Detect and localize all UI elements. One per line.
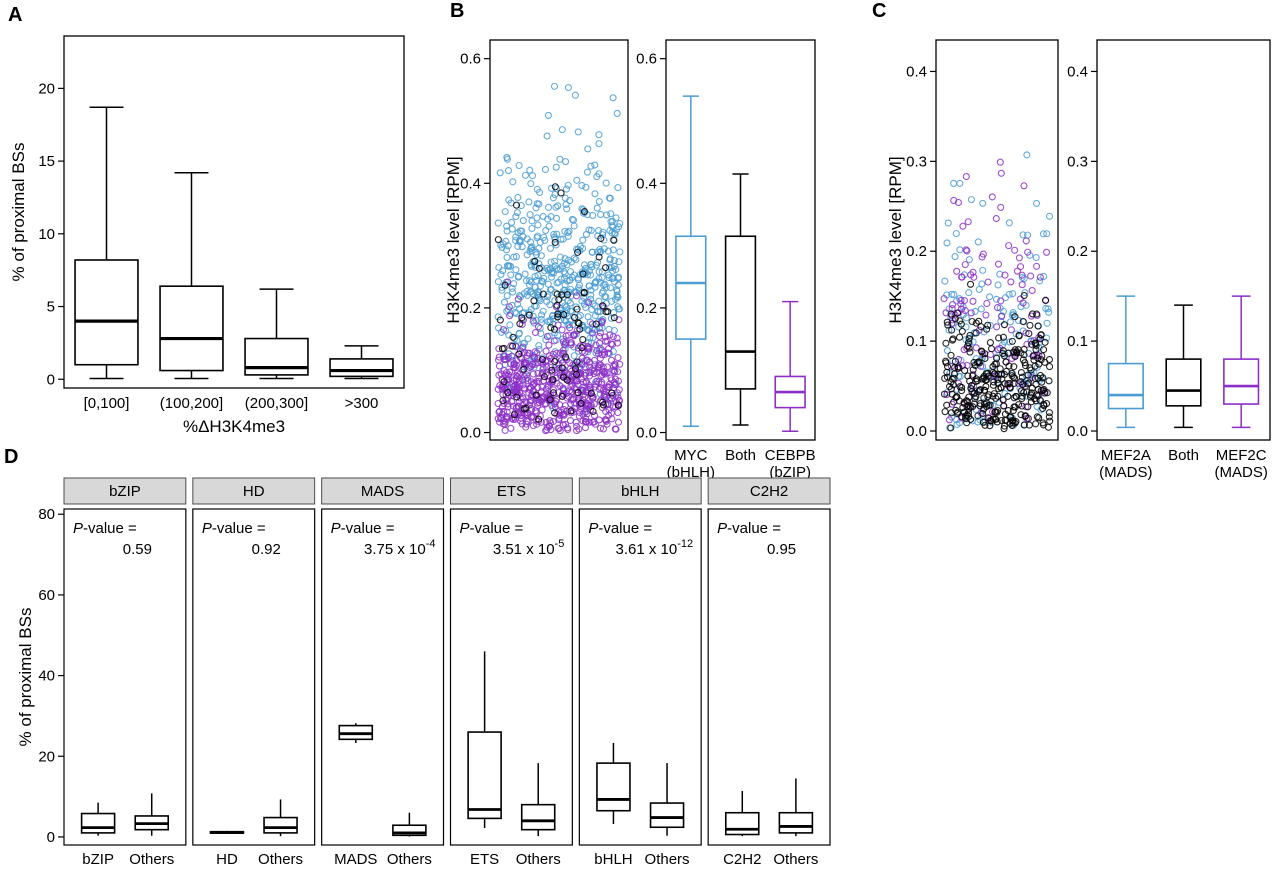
svg-text:0.2: 0.2 xyxy=(1067,243,1088,260)
svg-text:0.3: 0.3 xyxy=(906,153,927,170)
svg-text:40: 40 xyxy=(38,668,55,685)
svg-text:ETS: ETS xyxy=(497,483,526,500)
svg-text:3.61 x 10-12: 3.61 x 10-12 xyxy=(616,538,694,558)
svg-text:3.75 x 10-4: 3.75 x 10-4 xyxy=(364,538,436,558)
svg-text:60: 60 xyxy=(38,587,55,604)
svg-text:bHLH: bHLH xyxy=(594,851,632,868)
panel-c-label: C xyxy=(872,0,887,22)
svg-text:P-value =: P-value = xyxy=(331,520,395,537)
svg-text:80: 80 xyxy=(38,506,55,523)
svg-text:% of proximal BSs: % of proximal BSs xyxy=(16,608,35,747)
svg-text:bZIP: bZIP xyxy=(109,483,141,500)
svg-text:(bHLH): (bHLH) xyxy=(667,464,715,481)
svg-text:0.2: 0.2 xyxy=(460,300,481,317)
svg-text:0.0: 0.0 xyxy=(460,425,481,442)
svg-text:0.0: 0.0 xyxy=(1067,423,1088,440)
svg-text:Others: Others xyxy=(258,851,303,868)
svg-text:0.0: 0.0 xyxy=(906,423,927,440)
svg-text:Others: Others xyxy=(773,851,818,868)
svg-text:H3K4me3 level [RPM]: H3K4me3 level [RPM] xyxy=(444,156,463,323)
svg-text:P-value =: P-value = xyxy=(73,520,137,537)
svg-text:HD: HD xyxy=(216,851,238,868)
panel-b-jitter-chart: 0.0 0.2 0.4 0.6 H3K4me3 level [RPM] xyxy=(444,39,629,442)
svg-text:0.0: 0.0 xyxy=(636,425,657,442)
svg-text:0.95: 0.95 xyxy=(767,541,796,558)
svg-text:MEF2A: MEF2A xyxy=(1101,447,1151,464)
svg-text:ETS: ETS xyxy=(470,851,499,868)
svg-text:0.6: 0.6 xyxy=(460,51,481,68)
panel-b-label: B xyxy=(450,0,465,22)
svg-text:MEF2C: MEF2C xyxy=(1216,447,1267,464)
svg-text:(100,200]: (100,200] xyxy=(160,395,223,412)
svg-text:Others: Others xyxy=(129,851,174,868)
svg-text:0.1: 0.1 xyxy=(1067,333,1088,350)
svg-text:MADS: MADS xyxy=(361,483,404,500)
svg-text:bHLH: bHLH xyxy=(621,483,659,500)
svg-text:5: 5 xyxy=(47,299,55,316)
svg-text:%ΔH3K4me3: %ΔH3K4me3 xyxy=(183,417,285,436)
svg-text:(MADS): (MADS) xyxy=(1215,464,1268,481)
svg-text:15: 15 xyxy=(38,153,55,170)
svg-text:Both: Both xyxy=(725,447,756,464)
svg-text:0.4: 0.4 xyxy=(1067,63,1088,80)
svg-text:0.6: 0.6 xyxy=(636,51,657,68)
svg-text:0: 0 xyxy=(47,829,55,846)
panel-c-jitter-chart: 0.0 0.1 0.2 0.3 0.4 H3K4me3 level [RPM] xyxy=(886,39,1059,441)
svg-text:10: 10 xyxy=(38,226,55,243)
svg-text:bZIP: bZIP xyxy=(82,851,114,868)
svg-text:(bZIP): (bZIP) xyxy=(769,464,811,481)
svg-text:20: 20 xyxy=(38,80,55,97)
svg-text:C2H2: C2H2 xyxy=(750,483,788,500)
svg-text:P-value =: P-value = xyxy=(588,520,652,537)
svg-text:[0,100]: [0,100] xyxy=(84,395,130,412)
svg-text:0.4: 0.4 xyxy=(906,63,927,80)
panel-b-boxplot-chart: 0.0 0.2 0.4 0.6 MYC(bHLH) Both CEBPB(bZIP) xyxy=(636,39,816,481)
svg-text:Both: Both xyxy=(1168,447,1199,464)
svg-text:0.1: 0.1 xyxy=(906,333,927,350)
panel-d-facet-chart: % of proximal BSs bZIP 0 20 40 60 80 P-value = 0… xyxy=(16,477,831,868)
svg-text:(MADS): (MADS) xyxy=(1099,464,1152,481)
svg-text:Others: Others xyxy=(516,851,561,868)
svg-text:0.59: 0.59 xyxy=(123,541,152,558)
svg-text:0.3: 0.3 xyxy=(1067,153,1088,170)
svg-text:H3K4me3 level [RPM]: H3K4me3 level [RPM] xyxy=(886,156,905,323)
svg-text:0.92: 0.92 xyxy=(252,541,281,558)
svg-text:3.51 x 10-5: 3.51 x 10-5 xyxy=(493,538,565,558)
svg-text:(200,300]: (200,300] xyxy=(245,395,308,412)
svg-text:Others: Others xyxy=(387,851,432,868)
svg-text:P-value =: P-value = xyxy=(717,520,781,537)
panel-a-boxplot-chart: 0 5 10 15 20 % of proximal BSs [0,100] (100,200… xyxy=(9,35,405,436)
panel-d-label: D xyxy=(4,446,19,468)
panel-a-label: A xyxy=(8,4,23,26)
svg-text:C2H2: C2H2 xyxy=(723,851,761,868)
svg-text:MYC: MYC xyxy=(674,447,708,464)
svg-text:Others: Others xyxy=(645,851,690,868)
svg-text:MADS: MADS xyxy=(334,851,377,868)
svg-text:HD: HD xyxy=(243,483,265,500)
svg-text:% of proximal BSs: % of proximal BSs xyxy=(9,143,28,282)
svg-text:0.2: 0.2 xyxy=(636,300,657,317)
svg-text:0.4: 0.4 xyxy=(636,175,657,192)
svg-text:0.4: 0.4 xyxy=(460,175,481,192)
svg-text:CEBPB: CEBPB xyxy=(765,447,816,464)
svg-text:P-value =: P-value = xyxy=(460,520,524,537)
svg-text:>300: >300 xyxy=(345,395,379,412)
svg-text:0.2: 0.2 xyxy=(906,243,927,260)
svg-text:20: 20 xyxy=(38,748,55,765)
svg-text:P-value =: P-value = xyxy=(202,520,266,537)
svg-text:0: 0 xyxy=(47,371,55,388)
